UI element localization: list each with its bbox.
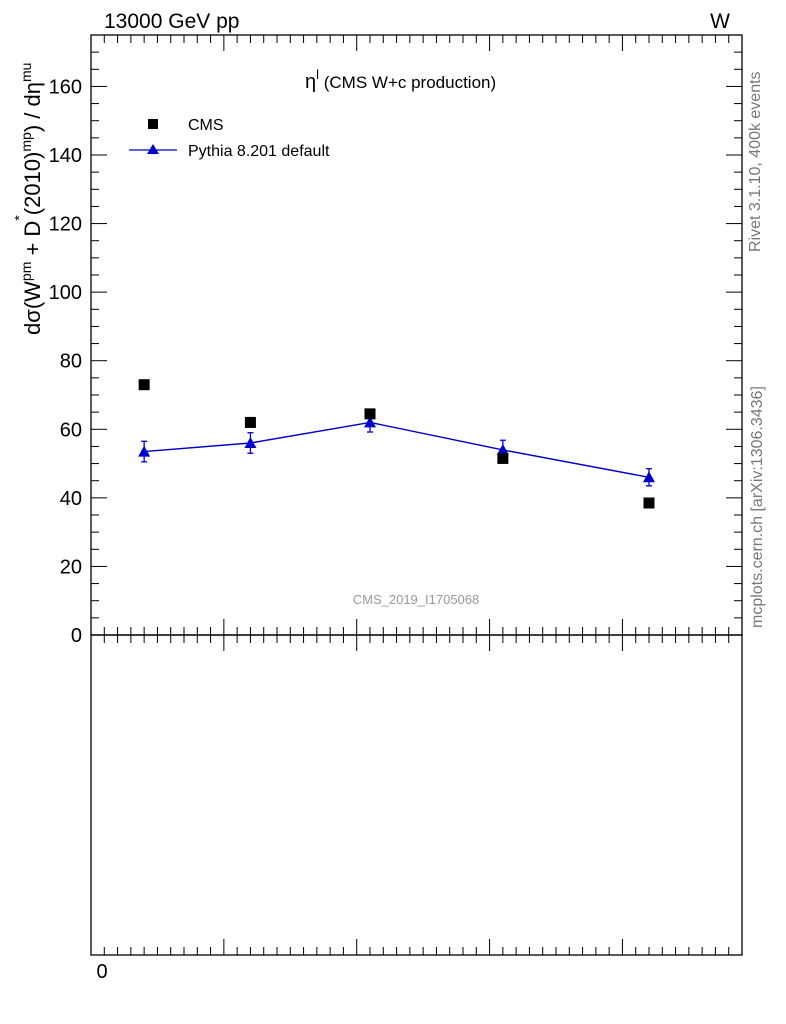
cms-point <box>138 379 150 391</box>
y-axis-label: dσ(Wpm + D*(2010)mp) / dηmu <box>11 63 45 335</box>
pythia-series <box>138 412 655 487</box>
y-tick-label: 100 <box>49 282 82 304</box>
process-label: W <box>710 10 730 33</box>
pythia-point <box>138 445 151 457</box>
mcplots-label: mcplots.cern.ch [arXiv:1306.3436] <box>749 386 766 628</box>
legend: CMS Pythia 8.201 default <box>129 117 330 160</box>
main-axis-ticks <box>90 34 743 636</box>
ratio-plot-frame <box>90 634 743 956</box>
y-tick-label: 0 <box>71 625 82 647</box>
ratio-axis-ticks <box>90 635 743 955</box>
y-tick-labels: 0 20 40 60 80 100 120 140 160 <box>49 76 82 647</box>
y-tick-label: 20 <box>60 556 82 578</box>
pythia-line <box>144 421 650 478</box>
legend-pythia-label: Pythia 8.201 default <box>188 143 330 160</box>
y-tick-label: 40 <box>60 488 82 510</box>
cms-point <box>244 416 256 428</box>
y-tick-label: 60 <box>60 419 82 441</box>
energy-label: 13000 GeV pp <box>104 10 239 33</box>
pythia-point <box>364 416 376 428</box>
y-tick-label: 140 <box>49 145 82 167</box>
legend-cms-marker <box>148 119 158 129</box>
pythia-point <box>643 471 655 483</box>
y-tick-label: 120 <box>49 214 82 236</box>
pythia-point <box>496 443 509 455</box>
cms-point <box>497 452 509 464</box>
legend-pythia-marker <box>147 144 159 154</box>
chart-title: ηl (CMS W+c production) <box>305 67 496 93</box>
rivet-label: Rivet 3.1.10, 400k events <box>747 71 764 252</box>
analysis-id: CMS_2019_I1705068 <box>353 592 480 607</box>
cms-point <box>643 497 655 509</box>
cms-series <box>138 379 655 509</box>
cms-point <box>364 408 376 420</box>
y-tick-label: 160 <box>49 76 82 98</box>
pythia-point <box>244 437 257 448</box>
y-tick-label: 80 <box>60 351 82 373</box>
legend-cms-label: CMS <box>188 117 224 134</box>
ratio-x-tick-label: 0 <box>96 961 107 983</box>
